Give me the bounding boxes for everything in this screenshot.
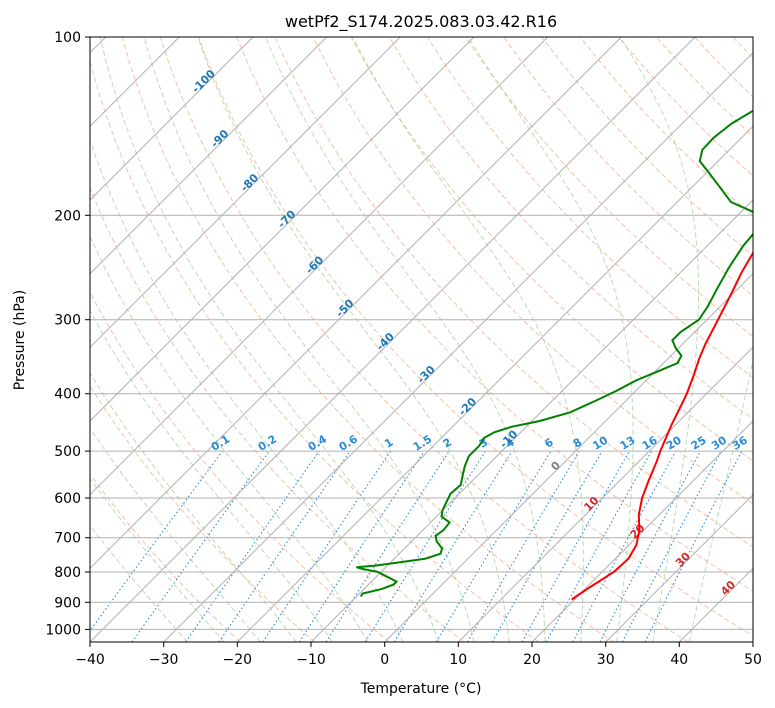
moist-adiabat-line	[90, 427, 261, 642]
y-tick-label: 500	[54, 444, 81, 460]
x-tick-label: 20	[523, 652, 541, 668]
mixing-ratio-line	[262, 450, 392, 642]
x-tick-label: 30	[597, 652, 615, 668]
x-tick-label: 10	[449, 652, 467, 668]
isotherm-line	[90, 37, 401, 349]
y-tick-label: 600	[54, 491, 81, 507]
x-tick-label: 50	[744, 652, 762, 668]
dry-adiabat-line	[121, 37, 614, 642]
y-tick-label: 700	[54, 531, 81, 547]
x-axis: −40 −30 −20 −10 0 10 20 30 40 50	[75, 642, 762, 668]
dry-adiabat-line	[236, 37, 753, 592]
plot-area: 0.1 0.2 0.4 0.6 1 1.5 2 3 4 6 8 10 13 16 20 25 30 36-100-…	[90, 37, 753, 642]
y-tick-label: 100	[54, 30, 81, 46]
mixing-ratio-line	[131, 450, 270, 642]
isotherms	[90, 37, 753, 642]
temperature-line	[571, 251, 753, 601]
mixing-ratio-line	[521, 450, 630, 642]
x-axis-label: Temperature (°C)	[360, 681, 482, 697]
isotherm-line	[163, 51, 753, 642]
y-tick-label: 200	[54, 208, 81, 224]
mixing-ratio-line	[393, 450, 513, 642]
mixing-ratio-line	[185, 450, 320, 642]
dry-adiabat-line	[503, 37, 753, 297]
mixing-ratio-line	[90, 450, 223, 632]
moist-adiabat-line	[90, 477, 225, 642]
dewpoint-line	[356, 109, 753, 598]
chart-title: wetPf2_S174.2025.083.03.42.R16	[285, 12, 557, 32]
y-tick-label: 300	[54, 313, 81, 329]
dry-adiabat-line	[426, 37, 753, 378]
dry-adiabat-line	[90, 186, 465, 642]
mixing-ratio-line	[325, 450, 450, 642]
moist-adiabat-line	[352, 37, 584, 642]
y-tick-label: 800	[54, 565, 81, 581]
isotherm-line	[310, 199, 753, 642]
isotherm-line	[90, 37, 475, 422]
x-tick-label: −20	[223, 652, 253, 668]
isotherm-line	[90, 37, 254, 201]
moist-adiabat-line	[90, 235, 369, 642]
x-tick-label: −30	[149, 652, 179, 668]
dry-adiabat-line	[90, 291, 390, 642]
isotherm-line	[90, 37, 549, 496]
y-tick-label: 1000	[45, 622, 81, 638]
dry-adiabat-line	[198, 37, 753, 637]
mixing-ratio-line	[298, 450, 425, 642]
dry-adiabat-line	[274, 37, 753, 548]
sounding-profiles	[356, 109, 753, 601]
y-axis-label: Pressure (hPa)	[12, 290, 28, 390]
dry-adiabat-line	[90, 384, 316, 642]
moist-adiabat-line	[143, 37, 475, 642]
y-tick-label: 400	[54, 387, 81, 403]
moist-adiabat-line	[90, 309, 333, 642]
dry-adiabat-line	[159, 37, 689, 642]
dry-adiabat-line	[90, 472, 241, 642]
isotherm-line	[531, 420, 753, 642]
dry-adiabats	[90, 37, 753, 642]
isotherm-line	[457, 346, 753, 642]
y-tick-label: 900	[54, 595, 81, 611]
isotherm-line	[605, 493, 753, 642]
x-tick-label: 0	[380, 652, 389, 668]
moist-adiabat-line	[688, 358, 753, 642]
mixing-ratio-line	[545, 450, 653, 642]
moist-adiabat-line	[99, 37, 439, 642]
x-tick-label: 40	[670, 652, 688, 668]
isotherm-line	[90, 37, 696, 642]
plot-frame	[89, 36, 754, 643]
x-tick-label: −40	[75, 652, 105, 668]
moist-adiabat-line	[197, 37, 510, 642]
moist-adiabat-line	[90, 138, 404, 642]
dry-adiabat-line	[90, 59, 540, 642]
moist-adiabat-line	[90, 371, 297, 642]
mixing-ratio-line	[572, 450, 677, 642]
y-axis: 100 200 300 400 500 600 700 800 900 1000	[45, 30, 90, 638]
x-tick-label: −10	[296, 652, 326, 668]
mixing-ratio-line	[644, 450, 743, 642]
moist-adiabat-line	[265, 37, 546, 642]
moist-adiabat-line	[619, 37, 699, 642]
dry-adiabat-line	[350, 37, 753, 462]
isotherm-line	[236, 125, 753, 642]
isotherm-line	[90, 37, 622, 570]
mixing-ratio-line	[218, 450, 351, 642]
isotherm-line	[384, 272, 753, 642]
isotherm-line	[90, 37, 328, 275]
mixing-ratio-lines	[90, 450, 743, 642]
